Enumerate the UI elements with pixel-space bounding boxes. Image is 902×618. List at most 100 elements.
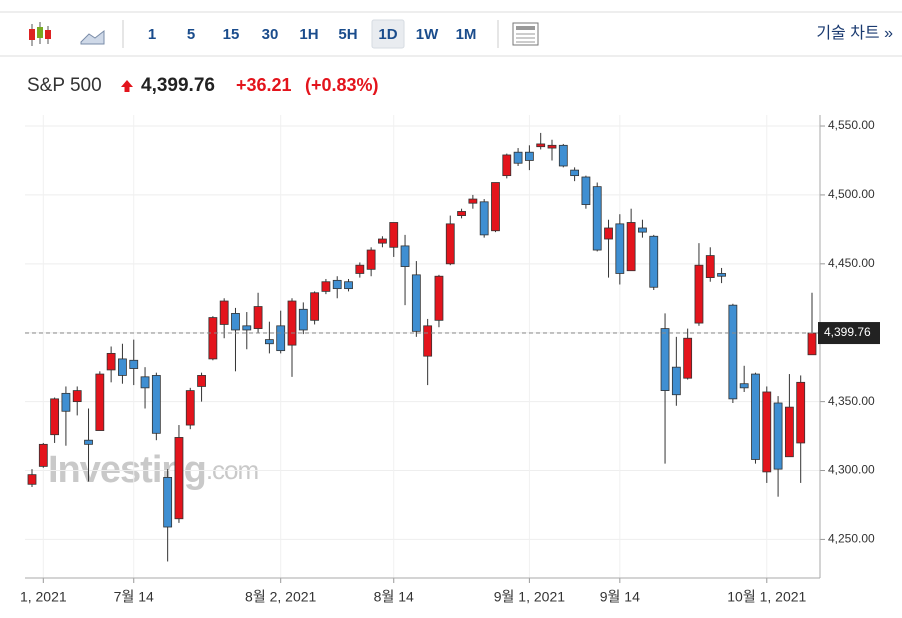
candle-body: [50, 398, 60, 436]
up-arrow: [121, 80, 133, 92]
candle-body: [253, 306, 263, 329]
candle-body: [95, 373, 105, 431]
candle-body: [762, 391, 772, 473]
candle-body: [479, 201, 489, 236]
candle-body: [310, 292, 320, 321]
interval-button[interactable]: 1D: [378, 26, 397, 43]
candle-body: [61, 392, 71, 412]
candle-body: [106, 352, 116, 371]
candle-body: [219, 300, 229, 325]
plot: Investing.com4,250.004,300.004,350.004,4…: [20, 115, 880, 605]
y-tick-label: 4,500.00: [828, 187, 875, 201]
y-tick-label: 4,450.00: [828, 256, 875, 270]
candle-body: [423, 325, 433, 357]
candle-body: [355, 264, 365, 274]
candle-body: [705, 255, 715, 279]
table-icon[interactable]: [512, 22, 539, 46]
candle-body: [615, 223, 625, 274]
candle-body: [784, 406, 794, 458]
candle-body: [118, 358, 127, 376]
interval-button[interactable]: 1: [148, 26, 156, 43]
candle-body: [27, 474, 37, 485]
candle-body: [72, 390, 82, 403]
candle-body: [468, 198, 478, 204]
last-price: 4,399.76: [141, 75, 215, 96]
candle-body: [547, 144, 557, 149]
interval-button[interactable]: 5: [187, 26, 195, 43]
candle-body: [174, 437, 184, 520]
price-change-pct: (+0.83%): [305, 75, 379, 95]
candle-body: [671, 366, 681, 396]
candle-body: [411, 274, 421, 332]
candle-body: [445, 223, 455, 265]
candle-body: [185, 390, 195, 426]
y-tick-label: 4,300.00: [828, 463, 875, 477]
candle-body: [276, 325, 286, 352]
candle-body: [694, 264, 704, 324]
interval-button[interactable]: 5H: [338, 26, 357, 43]
x-tick-label: 7월 14: [114, 589, 154, 605]
candle-body: [807, 332, 817, 356]
candle-body: [570, 169, 580, 177]
y-tick-label: 4,350.00: [828, 394, 875, 408]
interval-button[interactable]: 1W: [416, 26, 439, 43]
watermark-suffix: .com: [206, 455, 258, 485]
interval-button[interactable]: 30: [262, 26, 279, 43]
interval-button[interactable]: 15: [223, 26, 240, 43]
y-tick-label: 4,550.00: [828, 118, 875, 132]
candle-body: [649, 235, 659, 288]
candle-body: [739, 383, 749, 389]
candle-body: [524, 151, 534, 161]
candle-body: [638, 227, 647, 233]
candle-body: [344, 281, 353, 290]
y-tick-label: 4,250.00: [828, 532, 875, 546]
candle-body: [378, 238, 387, 244]
candle-body: [773, 402, 783, 470]
line-icon[interactable]: [80, 29, 105, 45]
candle-body: [264, 339, 274, 345]
candle-body: [163, 477, 173, 528]
candle-body: [683, 337, 693, 379]
tech-chart-link[interactable]: 기술 차트 »: [816, 24, 893, 42]
candle-body: [208, 317, 218, 360]
candle-body: [592, 186, 602, 251]
candle-body: [502, 154, 512, 177]
candle-body: [751, 373, 760, 460]
price-change: +36.21: [236, 75, 292, 95]
candle-body: [434, 275, 444, 321]
candle-body: [366, 249, 376, 270]
candle-body: [389, 222, 399, 248]
x-tick-label: 9월 1, 2021: [494, 589, 565, 605]
candle-body: [242, 325, 252, 331]
candle-body: [728, 304, 738, 400]
candle-body: [604, 227, 613, 240]
candle-body: [400, 245, 410, 267]
instrument-name: S&P 500: [27, 75, 102, 96]
candle-body: [536, 143, 546, 148]
interval-button[interactable]: 1M: [456, 26, 477, 43]
candle-body: [491, 182, 500, 232]
candle-body: [457, 211, 466, 216]
last-price-label: 4,399.76: [824, 325, 871, 339]
candle-body: [151, 375, 161, 434]
interval-buttons: 1 5 15 30 1H 5H 1D 1W 1M: [148, 19, 477, 49]
candle-body: [298, 308, 308, 331]
candle-body: [231, 313, 240, 331]
candle-body: [38, 443, 48, 467]
x-tick-label: 9월 14: [600, 589, 640, 605]
interval-button[interactable]: 1H: [299, 26, 318, 43]
active-interval-bg: [371, 19, 405, 49]
x-tick-label: 1, 2021: [20, 589, 67, 605]
last-price-tag: [818, 322, 880, 345]
x-tick-label: 10월 1, 2021: [727, 589, 806, 605]
candle-icon[interactable]: [29, 22, 51, 46]
candle-body: [581, 176, 591, 205]
candle-body: [660, 328, 670, 391]
x-tick-label: 8월 14: [374, 589, 414, 605]
candle-body: [129, 359, 139, 369]
candle-body: [796, 381, 806, 444]
candle-body: [84, 439, 93, 445]
candle-body: [626, 222, 636, 272]
x-tick-label: 8월 2, 2021: [245, 589, 316, 605]
